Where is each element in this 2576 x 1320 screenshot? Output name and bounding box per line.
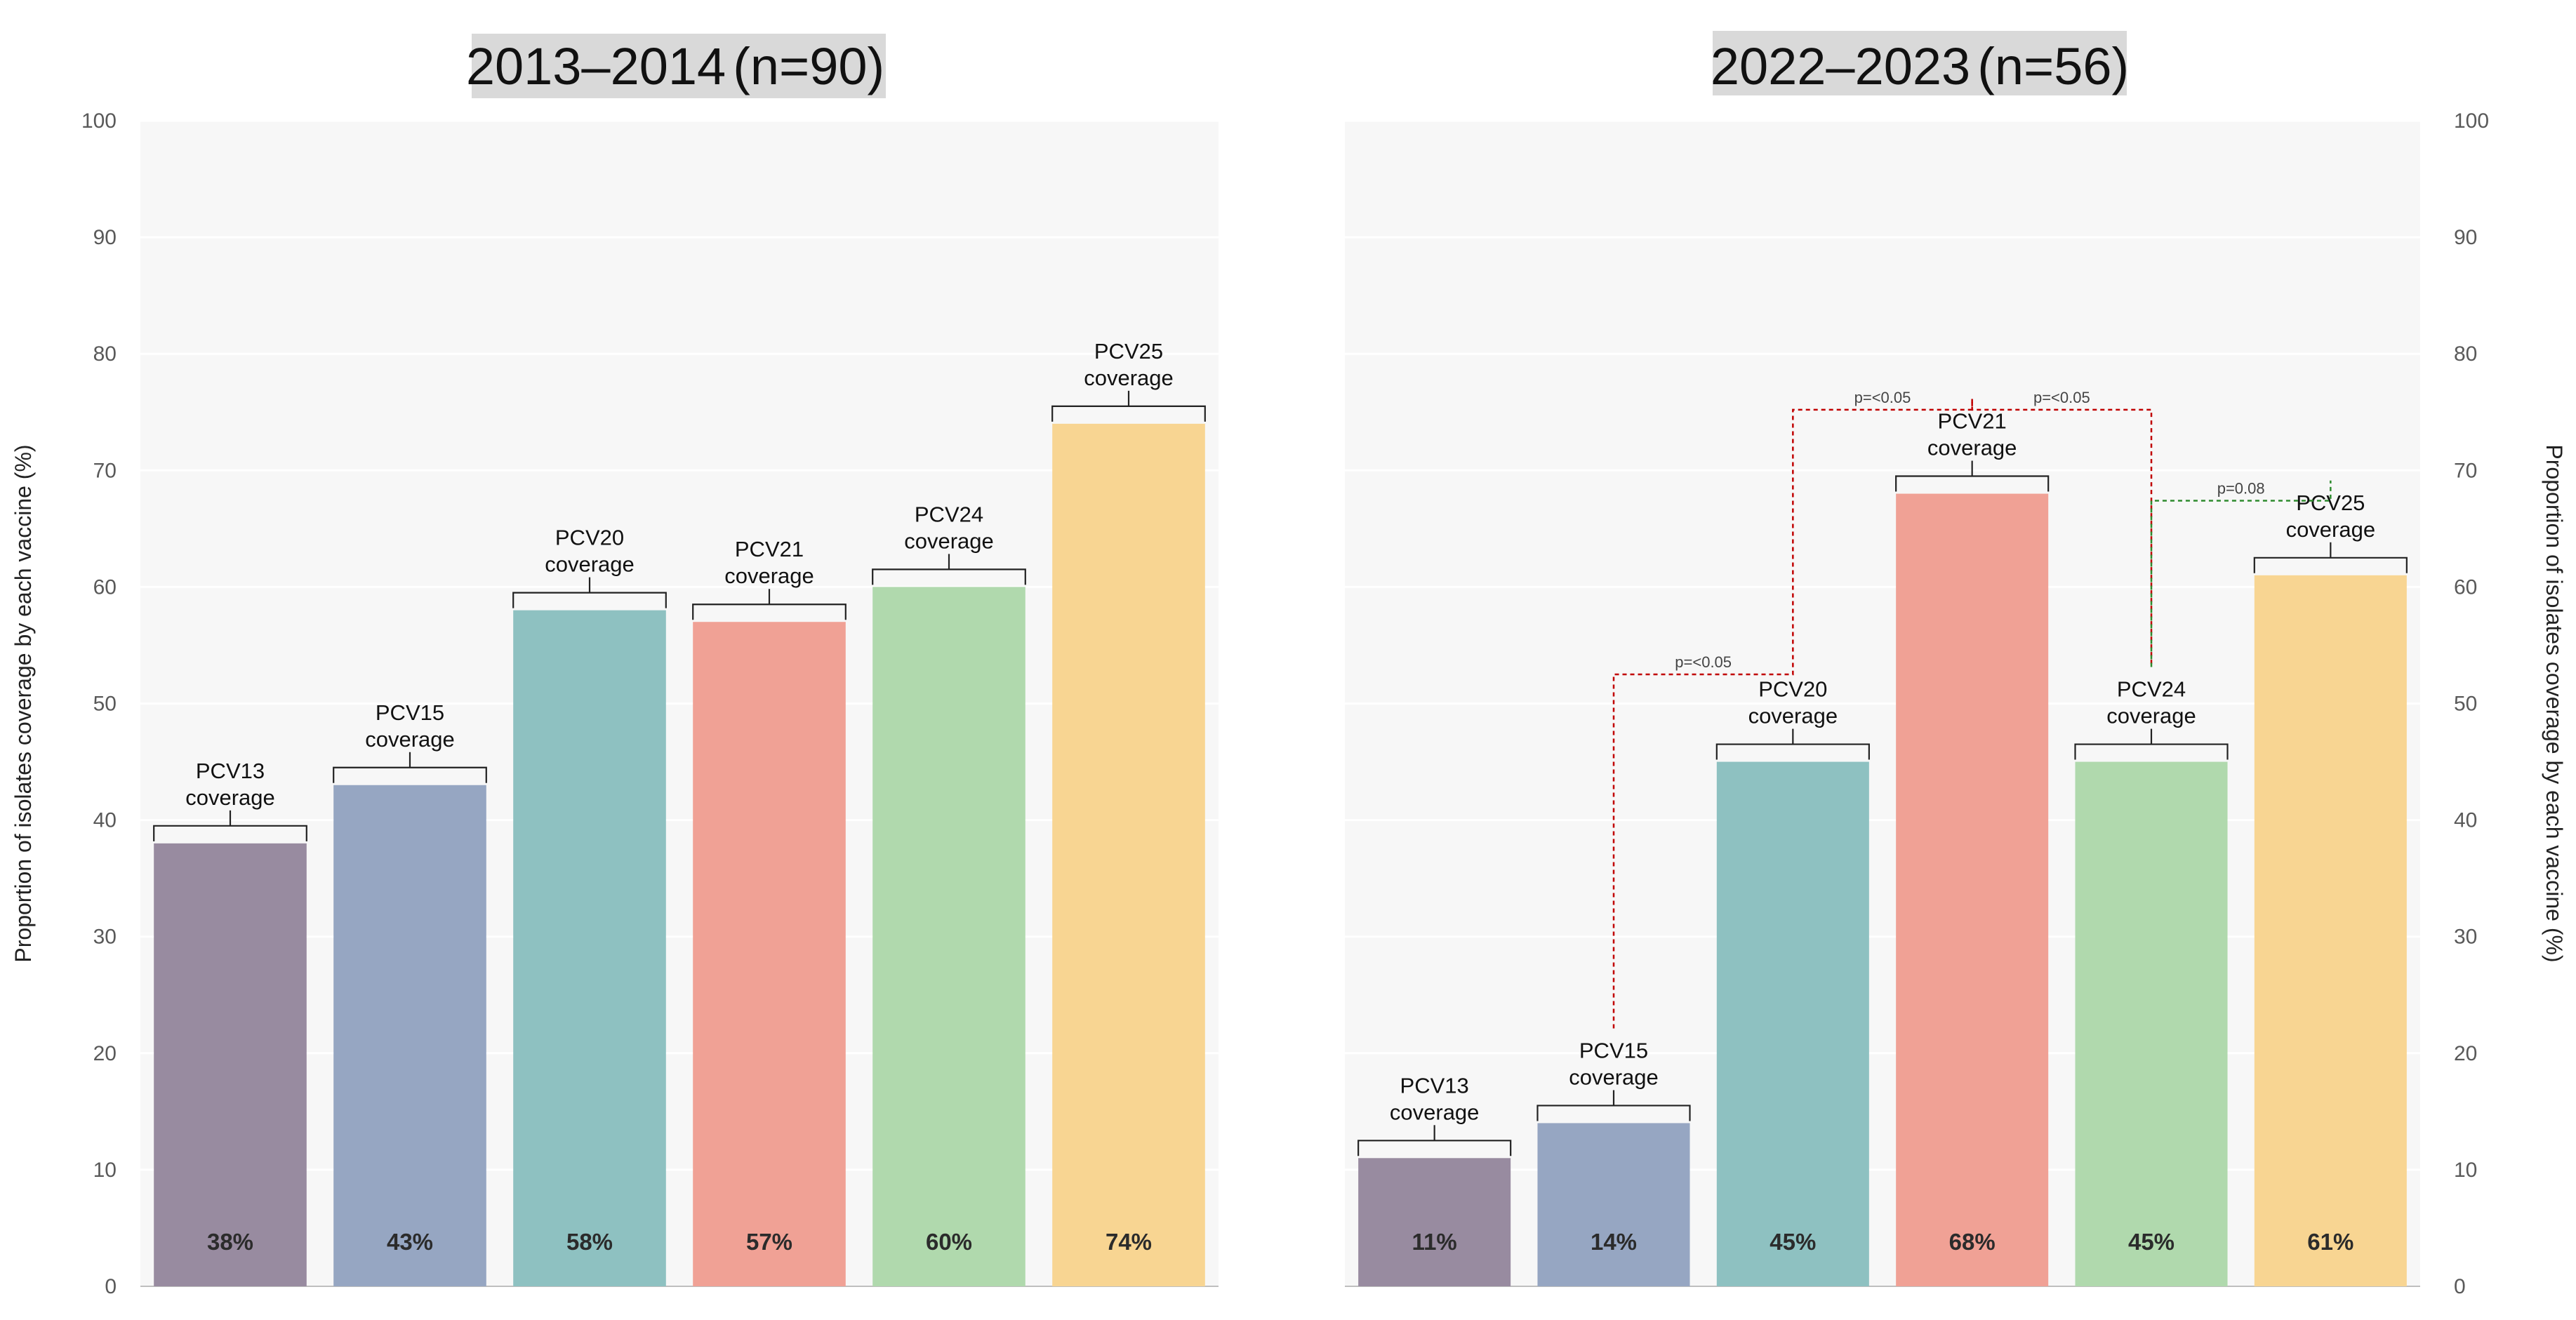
y-tick-label: 100 <box>2454 109 2489 133</box>
y-tick-label: 40 <box>2454 809 2477 832</box>
bar-pcv25 <box>2254 575 2407 1286</box>
chart-title: 2013–2014 (n=90) <box>466 37 884 95</box>
bar-name-label: PCV15 <box>376 700 444 725</box>
y-tick-label: 60 <box>93 575 117 599</box>
bar-coverage-label: coverage <box>2106 704 2196 728</box>
data-label: 74% <box>1106 1229 1152 1255</box>
y-tick-label: 50 <box>93 693 117 716</box>
y-tick-label: 60 <box>2454 575 2477 599</box>
data-label: 11% <box>1412 1229 1457 1255</box>
title-years: 2013–2014 <box>466 37 726 95</box>
bar-coverage-label: coverage <box>1569 1065 1659 1089</box>
bar-coverage-label: coverage <box>1390 1100 1480 1124</box>
y-tick-label: 30 <box>2454 926 2477 949</box>
bar-coverage-label: coverage <box>904 528 994 553</box>
y-tick-label: 70 <box>2454 459 2477 482</box>
y-tick-label: 40 <box>93 809 117 832</box>
bar-name-label: PCV24 <box>2117 677 2186 702</box>
y-tick-label: 50 <box>2454 693 2477 716</box>
p-value-label: p=<0.05 <box>1854 389 1911 406</box>
comparison-line <box>1792 399 1973 667</box>
y-tick-label: 90 <box>2454 226 2477 249</box>
data-label: 57% <box>746 1229 792 1255</box>
title-years: 2022–2023 <box>1711 37 1970 95</box>
data-label: 38% <box>207 1229 253 1255</box>
p-value-label: p=<0.05 <box>1675 653 1732 671</box>
bar-name-label: PCV15 <box>1579 1038 1648 1062</box>
bar-coverage-label: coverage <box>1927 436 2017 460</box>
bar-name-label: PCV21 <box>1938 409 2007 434</box>
bar-coverage-label: coverage <box>1748 704 1838 728</box>
bar-name-label: PCV20 <box>1758 677 1827 702</box>
data-label: 61% <box>2307 1229 2353 1255</box>
data-label: 45% <box>1770 1229 1816 1255</box>
bar-pcv13 <box>154 843 307 1286</box>
chart-title: 2022–2023 (n=56) <box>1711 37 2129 95</box>
y-axis-label: Proportion of isolates coverage by each … <box>11 444 36 962</box>
bar-name-label: PCV13 <box>1400 1073 1469 1098</box>
y-tick-label: 90 <box>93 226 117 249</box>
data-label: 43% <box>387 1229 433 1255</box>
bar-name-label: PCV13 <box>196 759 265 783</box>
y-tick-label: 10 <box>93 1159 117 1182</box>
title-n: (n=90) <box>733 37 884 95</box>
bar-pcv21 <box>1896 493 2049 1286</box>
y-tick-label: 10 <box>2454 1159 2477 1182</box>
bar-pcv20 <box>513 610 666 1286</box>
bar-coverage-label: coverage <box>185 785 275 810</box>
bar-coverage-label: coverage <box>724 564 814 588</box>
data-label: 60% <box>926 1229 972 1255</box>
y-tick-label: 20 <box>93 1042 117 1065</box>
bar-pcv25 <box>1052 423 1205 1286</box>
y-tick-label: 70 <box>93 459 117 482</box>
y-tick-label: 0 <box>105 1275 117 1298</box>
chart-panel-1: 0 10 20 30 40 50 60 70 80 90 100 Proportion of isol… <box>11 34 1219 1298</box>
bar-pcv24 <box>2075 761 2228 1286</box>
y-tick-label: 100 <box>81 109 117 133</box>
chart-panel-2: 0 10 20 30 40 50 60 70 80 90 100 Proportion of isol… <box>1345 31 2567 1298</box>
bar-pcv15 <box>333 785 486 1286</box>
bar-name-label: PCV21 <box>735 537 804 561</box>
p-value-label: p=<0.05 <box>2033 389 2090 406</box>
bar-name-label: PCV20 <box>555 526 624 550</box>
comparison-line <box>2150 480 2332 667</box>
y-tick-label: 80 <box>2454 342 2477 366</box>
bar-coverage-label: coverage <box>365 727 455 752</box>
y-tick-label: 20 <box>2454 1042 2477 1065</box>
y-axis-label: Proportion of isolates coverage by each … <box>2542 444 2567 962</box>
bar-pcv15 <box>1537 1123 1690 1286</box>
p-value-label: p=0.08 <box>2217 479 2265 497</box>
title-box <box>1713 31 2127 95</box>
data-label: 58% <box>566 1229 613 1255</box>
data-label: 68% <box>1949 1229 1996 1255</box>
bar-coverage-label: coverage <box>1084 366 1174 390</box>
y-tick-label: 30 <box>93 926 117 949</box>
bar-pcv13 <box>1358 1158 1511 1286</box>
bar-pcv21 <box>693 622 846 1286</box>
bar-pcv24 <box>872 587 1025 1286</box>
title-n: (n=56) <box>1977 37 2129 95</box>
comparison-line <box>1612 667 1794 1029</box>
bar-name-label: PCV24 <box>915 502 983 526</box>
title-box <box>472 34 886 98</box>
bar-pcv20 <box>1716 761 1869 1286</box>
data-label: 45% <box>2128 1229 2175 1255</box>
y-tick-label: 0 <box>2454 1275 2466 1298</box>
data-label: 14% <box>1591 1229 1637 1255</box>
bar-coverage-label: coverage <box>2286 517 2376 542</box>
bar-name-label: PCV25 <box>1094 339 1163 364</box>
bar-name-label: PCV25 <box>2296 491 2365 515</box>
y-tick-label: 80 <box>93 342 117 366</box>
comparison-line <box>1971 399 2153 667</box>
bar-coverage-label: coverage <box>545 552 635 577</box>
